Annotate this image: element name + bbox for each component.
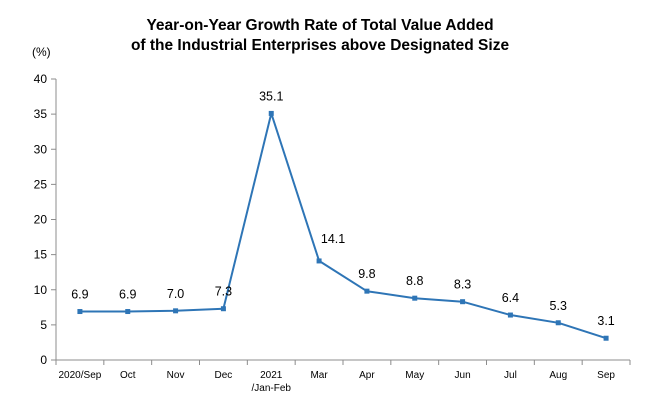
data-label: 7.0 <box>167 287 184 301</box>
y-tick-label: 25 <box>34 177 48 191</box>
x-tick-label: May <box>405 370 424 381</box>
data-label: 8.8 <box>406 274 423 288</box>
data-label: 6.4 <box>502 291 519 305</box>
data-label: 6.9 <box>119 288 136 302</box>
series-growth-rate <box>77 110 609 341</box>
x-tick-label: Jun <box>455 370 471 381</box>
y-tick-label: 40 <box>34 72 48 86</box>
x-tick-label: 2020/Sep <box>59 370 102 381</box>
x-tick-label: Oct <box>120 370 136 381</box>
chart-title-line-1: Year-on-Year Growth Rate of Total Value … <box>146 17 493 34</box>
data-point-marker <box>77 309 83 315</box>
data-point-marker <box>364 288 370 294</box>
y-tick-label: 15 <box>34 248 48 262</box>
axes: 0 5 10 15 20 25 30 35 40 2020/Sep Oct Nov Dec 2021/Ja… <box>34 72 631 394</box>
data-label: 6.9 <box>71 288 88 302</box>
data-point-marker <box>460 299 466 305</box>
y-tick-label: 5 <box>40 318 47 332</box>
data-point-marker <box>316 258 322 264</box>
data-point-marker <box>412 295 418 301</box>
data-point-marker <box>507 312 513 318</box>
x-tick-label: Mar <box>310 370 328 381</box>
x-tick-label: Aug <box>549 370 567 381</box>
data-point-marker <box>220 306 226 312</box>
series-line <box>79 112 607 340</box>
y-tick-label: 0 <box>40 353 47 367</box>
x-tick-label: Dec <box>215 370 233 381</box>
x-tick-label: Nov <box>167 370 185 381</box>
data-point-marker <box>555 320 561 326</box>
x-tick-label: Apr <box>359 370 375 381</box>
y-tick-label: 30 <box>34 142 48 156</box>
data-point-marker <box>603 335 609 341</box>
data-point-marker <box>125 309 131 315</box>
data-point-marker <box>173 308 179 314</box>
data-label: 3.1 <box>597 314 614 328</box>
chart-title-line-2: of the Industrial Enterprises above Desi… <box>131 37 510 54</box>
y-tick-label: 20 <box>34 213 48 227</box>
y-tick-label: 35 <box>34 107 48 121</box>
x-tick-label: Sep <box>597 370 615 381</box>
data-point-marker <box>268 110 274 116</box>
y-axis-unit-label: (%) <box>32 45 51 59</box>
data-label: 14.1 <box>321 232 345 246</box>
data-label: 5.3 <box>550 299 567 313</box>
data-labels: 6.9 6.9 7.0 7.3 35.1 14.1 9.8 8.8 8.3 6.4 5.3 3.1 <box>71 89 615 328</box>
data-label: 7.3 <box>215 285 232 299</box>
y-tick-label: 10 <box>34 283 48 297</box>
data-label: 9.8 <box>358 267 375 281</box>
data-label: 8.3 <box>454 278 471 292</box>
x-tick-label: 2021 <box>260 370 283 381</box>
x-tick-label-line-2: /Jan-Feb <box>252 383 292 394</box>
x-tick-label: Jul <box>504 370 517 381</box>
data-label: 35.1 <box>259 89 283 103</box>
